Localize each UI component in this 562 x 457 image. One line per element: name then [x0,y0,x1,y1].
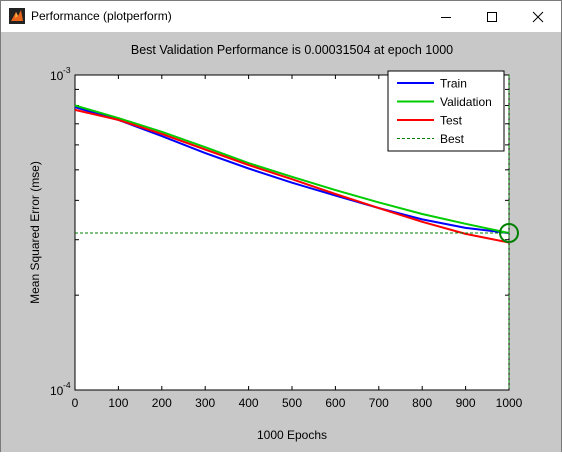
best-marker [499,223,519,244]
x-tick-label: 0 [72,396,79,410]
series-line-test [74,108,510,244]
title-bar[interactable]: Performance (plotperform) [1,1,561,32]
x-tick-label: 500 [282,396,302,410]
y-tick-exponent: -4 [63,380,71,390]
performance-chart: Best Validation Performance is 0.0003150… [28,43,523,442]
x-tick-label: 300 [195,396,215,410]
maximize-icon [487,11,497,22]
minimize-icon [441,16,451,18]
x-axis-label: 1000 Epochs [257,428,327,442]
close-icon [532,11,544,22]
maximize-button[interactable] [469,1,515,32]
series-line-validation [74,104,510,234]
y-tick-label: 10 [50,384,64,398]
legend-label: Train [440,77,467,91]
series-line-train [74,106,510,234]
matlab-icon [9,8,25,24]
close-button[interactable] [515,1,561,32]
legend-label: Validation [440,95,492,109]
x-tick-label: 200 [152,396,172,410]
legend: Train Validation Test Best [387,70,505,152]
x-tick-label: 400 [239,396,259,410]
x-tick-label: 100 [108,396,128,410]
x-tick-label: 600 [325,396,345,410]
legend-box [387,70,505,152]
minimize-button[interactable] [423,1,469,32]
window-title: Performance (plotperform) [31,9,172,23]
x-tick-label: 900 [456,396,476,410]
chart-title: Best Validation Performance is 0.0003150… [131,43,453,57]
x-tick-label: 700 [369,396,389,410]
x-tick-label: 800 [412,396,432,410]
legend-label: Best [440,132,465,146]
legend-label: Test [440,114,463,128]
y-tick-exponent: -3 [63,65,71,75]
figure-canvas: Best Validation Performance is 0.0003150… [1,32,561,452]
y-axis-label: Mean Squared Error (mse) [28,161,42,304]
x-tick-label: 1000 [496,396,523,410]
y-tick-label: 10 [50,69,64,83]
